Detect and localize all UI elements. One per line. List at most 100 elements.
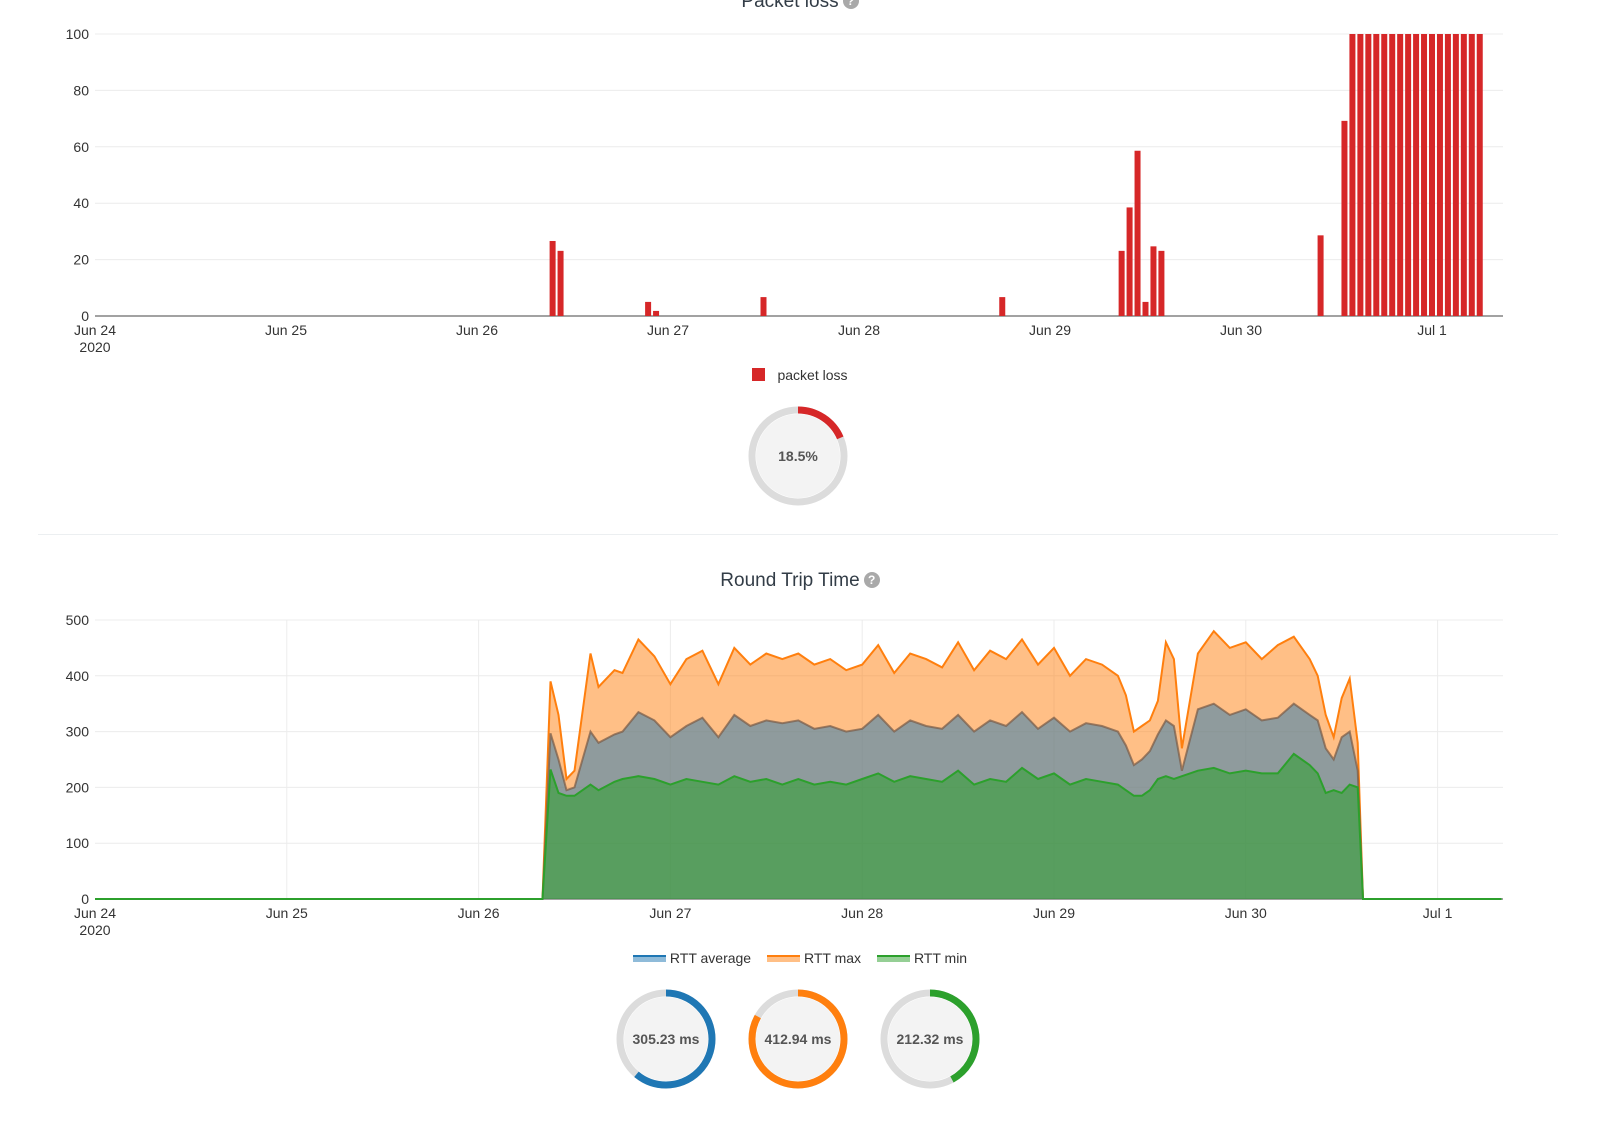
y-tick-label: 100 (66, 26, 90, 42)
packet-loss-bar (1317, 235, 1324, 316)
packet-loss-bar (1413, 34, 1420, 316)
rtt-title: Round Trip Time? (0, 570, 1600, 592)
packet-loss-bar (1444, 34, 1451, 316)
packet-loss-bar (1468, 34, 1475, 316)
packet-loss-bar (1150, 246, 1157, 316)
packet-loss-bar (1397, 34, 1404, 316)
x-tick-label: Jun 26 (458, 905, 500, 921)
legend-item-rtt-min[interactable]: RTT min (876, 950, 968, 966)
packet-loss-bar (1389, 34, 1396, 316)
y-tick-label: 40 (73, 195, 89, 211)
packet-loss-bar (760, 297, 767, 316)
legend-item-rtt-max[interactable]: RTT max (767, 950, 861, 966)
legend-item-packet-loss[interactable]: packet loss (752, 367, 848, 383)
y-tick-label: 100 (66, 835, 90, 851)
x-tick-label: Jun 30 (1220, 322, 1262, 338)
gauge-face (624, 997, 708, 1081)
y-tick-label: 300 (66, 724, 90, 740)
x-tick-label: Jun 29 (1033, 905, 1075, 921)
legend-label: packet loss (777, 367, 848, 383)
question-circle-icon[interactable]: ? (863, 572, 880, 588)
y-tick-label: 400 (66, 668, 90, 684)
gauge-arc (616, 989, 716, 1089)
x-tick-label: Jun 28 (838, 322, 880, 338)
packet-loss-bar (645, 301, 652, 316)
gauge-ring (880, 989, 980, 1089)
legend-item-rtt-average[interactable]: RTT average (632, 950, 752, 966)
packet-loss-bar (999, 297, 1006, 316)
x-tick-label: Jun 26 (456, 322, 498, 338)
packet-loss-bar (1460, 34, 1467, 316)
x-tick-label: Jun 27 (649, 905, 691, 921)
legend-label: RTT average (669, 950, 752, 966)
packet-loss-bar (1436, 34, 1443, 316)
packet-loss-bar (653, 310, 660, 316)
x-tick-label: Jun 29 (1029, 322, 1071, 338)
x-tick-label: Jul 1 (1423, 905, 1453, 921)
area-rtt-min (95, 753, 1502, 899)
rtt-average-gauge: 305.23 ms (614, 987, 718, 1091)
packet-loss-bar (1158, 250, 1165, 316)
legend-swatch (752, 368, 766, 381)
y-tick-label: 80 (73, 82, 89, 98)
legend-label: RTT min (913, 950, 968, 966)
packet-loss-legend: packet loss (0, 367, 1600, 383)
rtt-legend: RTT average RTT max RTT min (0, 950, 1600, 966)
packet-loss-bar (1341, 120, 1348, 316)
line-rtt-max (95, 629, 1502, 900)
x-tick-label: Jun 28 (841, 905, 883, 921)
packet-loss-bar (1476, 34, 1483, 316)
x-tick-label: Jun 25 (265, 322, 307, 338)
gauge-value: 212.32 ms (896, 1031, 964, 1047)
packet-loss-bar (1365, 34, 1372, 316)
packet-loss-bar (1373, 34, 1380, 316)
legend-label: RTT max (804, 950, 862, 966)
packet-loss-bar (557, 250, 564, 316)
packet-loss-bar (1421, 34, 1428, 316)
y-tick-label: 500 (66, 612, 90, 628)
x-tick-label: Jun 25 (266, 905, 308, 921)
x-tick-label: Jun 27 (647, 322, 689, 338)
gauge-arc (748, 989, 848, 1089)
packet-loss-bar (1429, 34, 1435, 316)
gauge-value: 18.5% (778, 448, 818, 464)
packet-loss-bar (1134, 150, 1141, 316)
rtt-min-gauge: 212.32 ms (878, 987, 982, 1091)
packet-loss-bar (1357, 34, 1364, 316)
rtt-max-gauge: 412.94 ms (746, 987, 850, 1091)
packet-loss-title: Packet loss? (0, 0, 1600, 13)
line-rtt-average (95, 702, 1502, 900)
x-tick-label: 2020 (79, 922, 110, 938)
y-tick-label: 200 (66, 779, 90, 795)
rtt-title-text: Round Trip Time (720, 570, 860, 591)
x-tick-label: 2020 (79, 339, 110, 355)
packet-loss-gauge: 18.5% (746, 404, 850, 508)
section-divider (38, 534, 1558, 535)
packet-loss-bar (1405, 34, 1412, 316)
packet-loss-bar (1381, 34, 1388, 316)
gauge-face (756, 414, 840, 498)
packet-loss-bar (1452, 34, 1459, 316)
legend-swatch (632, 955, 666, 962)
y-tick-label: 0 (81, 891, 89, 907)
packet-loss-bar (549, 240, 556, 316)
gauge-arc (880, 989, 980, 1089)
legend-swatch (876, 955, 910, 962)
x-tick-label: Jun 30 (1225, 905, 1267, 921)
x-tick-label: Jun 24 (74, 322, 116, 338)
y-tick-label: 60 (73, 139, 89, 155)
x-tick-label: Jun 24 (74, 905, 116, 921)
gauge-ring (616, 989, 716, 1089)
gauge-face (756, 997, 840, 1081)
packet-loss-title-text: Packet loss (741, 0, 839, 12)
x-tick-label: Jul 1 (1417, 322, 1447, 338)
question-circle-icon[interactable]: ? (842, 0, 859, 9)
packet-loss-bar (1118, 250, 1125, 316)
y-tick-label: 0 (81, 308, 89, 324)
packet-loss-bar (1349, 34, 1356, 316)
y-tick-label: 20 (73, 252, 89, 268)
gauge-ring (748, 989, 848, 1089)
gauge-ring (748, 406, 848, 506)
gauge-value: 305.23 ms (632, 1031, 700, 1047)
